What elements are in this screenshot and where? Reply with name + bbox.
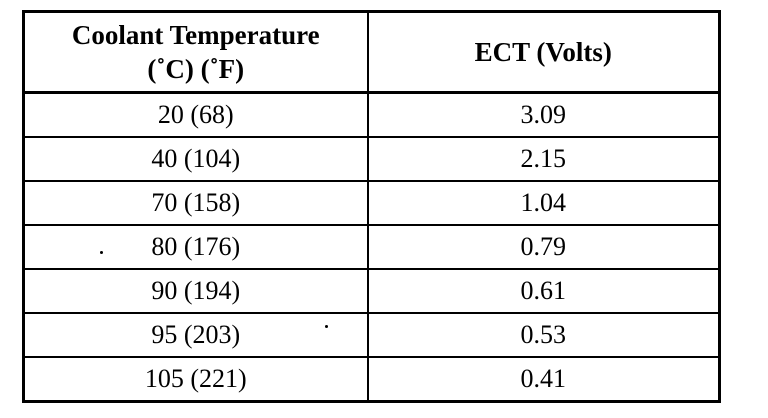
temperature-cell: 105 (221): [22, 356, 369, 403]
coolant-ect-table: Coolant Temperature (˚C) (˚F) ECT (Volts…: [22, 10, 721, 403]
ect-volts-header: ECT (Volts): [366, 10, 721, 94]
scan-speck: [325, 325, 328, 328]
table-row: 105 (221) 0.41: [22, 356, 721, 403]
table-row: 90 (194) 0.61: [22, 268, 721, 314]
voltage-cell: 1.04: [366, 180, 721, 226]
coolant-temperature-header: Coolant Temperature (˚C) (˚F): [22, 10, 369, 94]
voltage-cell: 0.41: [366, 356, 721, 403]
header-row: Coolant Temperature (˚C) (˚F) ECT (Volts…: [22, 10, 721, 94]
table-row: 95 (203) 0.53: [22, 312, 721, 358]
table-row: 40 (104) 2.15: [22, 136, 721, 182]
coolant-temperature-header-line1: Coolant Temperature: [71, 20, 320, 50]
voltage-cell: 0.61: [366, 268, 721, 314]
table-row: 80 (176) 0.79: [22, 224, 721, 270]
temperature-cell: 20 (68): [22, 91, 369, 138]
temperature-cell: 95 (203): [22, 312, 369, 358]
temperature-cell: 90 (194): [22, 268, 369, 314]
voltage-cell: 3.09: [366, 91, 721, 138]
scan-speck: [100, 251, 103, 254]
coolant-temperature-header-units: (˚C) (˚F): [147, 54, 245, 84]
temperature-cell: 80 (176): [22, 224, 369, 270]
voltage-cell: 0.53: [366, 312, 721, 358]
temperature-cell: 40 (104): [22, 136, 369, 182]
table-row: 70 (158) 1.04: [22, 180, 721, 226]
voltage-cell: 0.79: [366, 224, 721, 270]
voltage-cell: 2.15: [366, 136, 721, 182]
temperature-cell: 70 (158): [22, 180, 369, 226]
table-row: 20 (68) 3.09: [22, 91, 721, 138]
